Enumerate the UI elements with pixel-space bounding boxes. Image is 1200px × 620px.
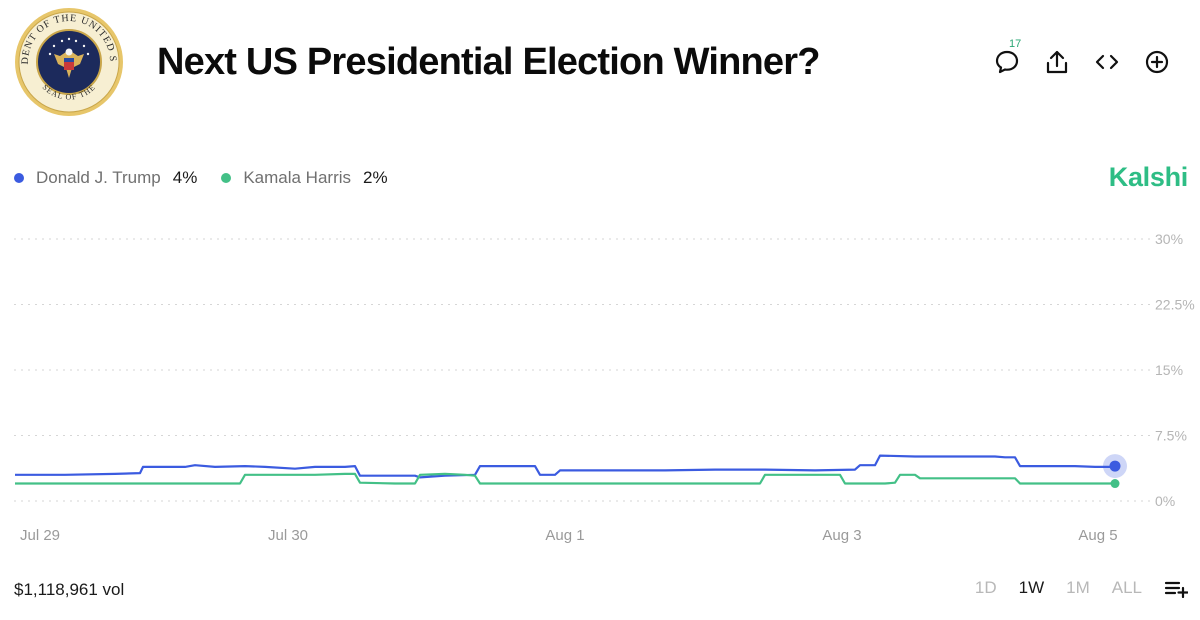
y-tick-label: 7.5%	[1155, 428, 1187, 444]
series-line-harris	[15, 472, 1115, 485]
range-1m[interactable]: 1M	[1066, 578, 1090, 597]
x-tick-label: Aug 1	[545, 527, 584, 544]
legend-item-trump[interactable]: Donald J. Trump 4%	[14, 168, 197, 188]
share-icon	[1046, 50, 1068, 74]
comment-count-badge: 17	[1009, 38, 1022, 50]
y-tick-label: 15%	[1155, 362, 1183, 378]
last-point-harris[interactable]	[1110, 479, 1120, 489]
range-1w[interactable]: 1W	[1018, 578, 1045, 597]
series-line-trump	[15, 454, 1115, 479]
price-chart: 30% 22.5% 15% 7.5% 0% Jul 29 Jul 30 Aug 1 Aug 3 A…	[14, 231, 1195, 544]
x-tick-label: Aug 3	[822, 527, 861, 544]
comment-icon	[995, 50, 1019, 74]
x-tick-label: Jul 29	[20, 527, 60, 544]
legend-pct-trump: 4%	[172, 168, 198, 187]
embed-icon	[1095, 54, 1119, 70]
x-tick-label: Aug 5	[1078, 527, 1117, 544]
kalshi-logo: Kalshi	[1108, 162, 1189, 192]
embed-button[interactable]	[1082, 44, 1132, 80]
y-tick-label: 30%	[1155, 231, 1183, 247]
comments-button[interactable]: 17	[982, 38, 1032, 80]
header-actions: 17	[982, 38, 1182, 80]
legend-item-harris[interactable]: Kamala Harris 2%	[221, 168, 388, 188]
legend-pct-harris: 2%	[363, 168, 388, 187]
x-tick-label: Jul 30	[268, 527, 308, 544]
range-selector: 1D 1W 1M ALL	[953, 578, 1188, 598]
add-button[interactable]	[1132, 44, 1182, 80]
range-all[interactable]: ALL	[1111, 578, 1142, 597]
y-tick-label: 22.5%	[1155, 297, 1195, 313]
list-add-icon[interactable]	[1164, 578, 1188, 598]
presidential-seal-logo: PRESIDENT OF THE UNITED STATES SEAL OF T…	[12, 6, 123, 116]
chart-legend: Donald J. Trump 4% Kamala Harris 2%	[14, 168, 412, 188]
volume-label: $1,118,961 vol	[14, 580, 125, 599]
legend-label-trump: Donald J. Trump	[36, 168, 161, 187]
page-title: Next US Presidential Election Winner?	[157, 41, 820, 83]
range-1d[interactable]: 1D	[974, 578, 997, 597]
last-point-trump[interactable]	[1109, 460, 1121, 472]
legend-dot-trump	[14, 173, 24, 183]
add-icon	[1145, 50, 1169, 74]
y-tick-label: 0%	[1155, 493, 1175, 509]
legend-label-harris: Kamala Harris	[243, 168, 352, 187]
share-button[interactable]	[1032, 44, 1082, 80]
legend-dot-harris	[221, 173, 232, 183]
